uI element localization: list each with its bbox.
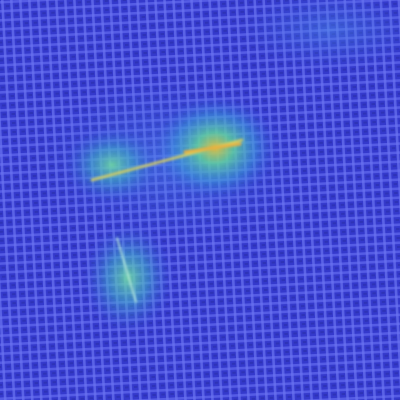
- hotspot: [64, 127, 160, 203]
- glow: [240, 0, 400, 70]
- fiber: [183, 142, 242, 154]
- hotspot: [83, 223, 173, 333]
- fiber: [116, 237, 137, 303]
- fibers: [90, 138, 244, 303]
